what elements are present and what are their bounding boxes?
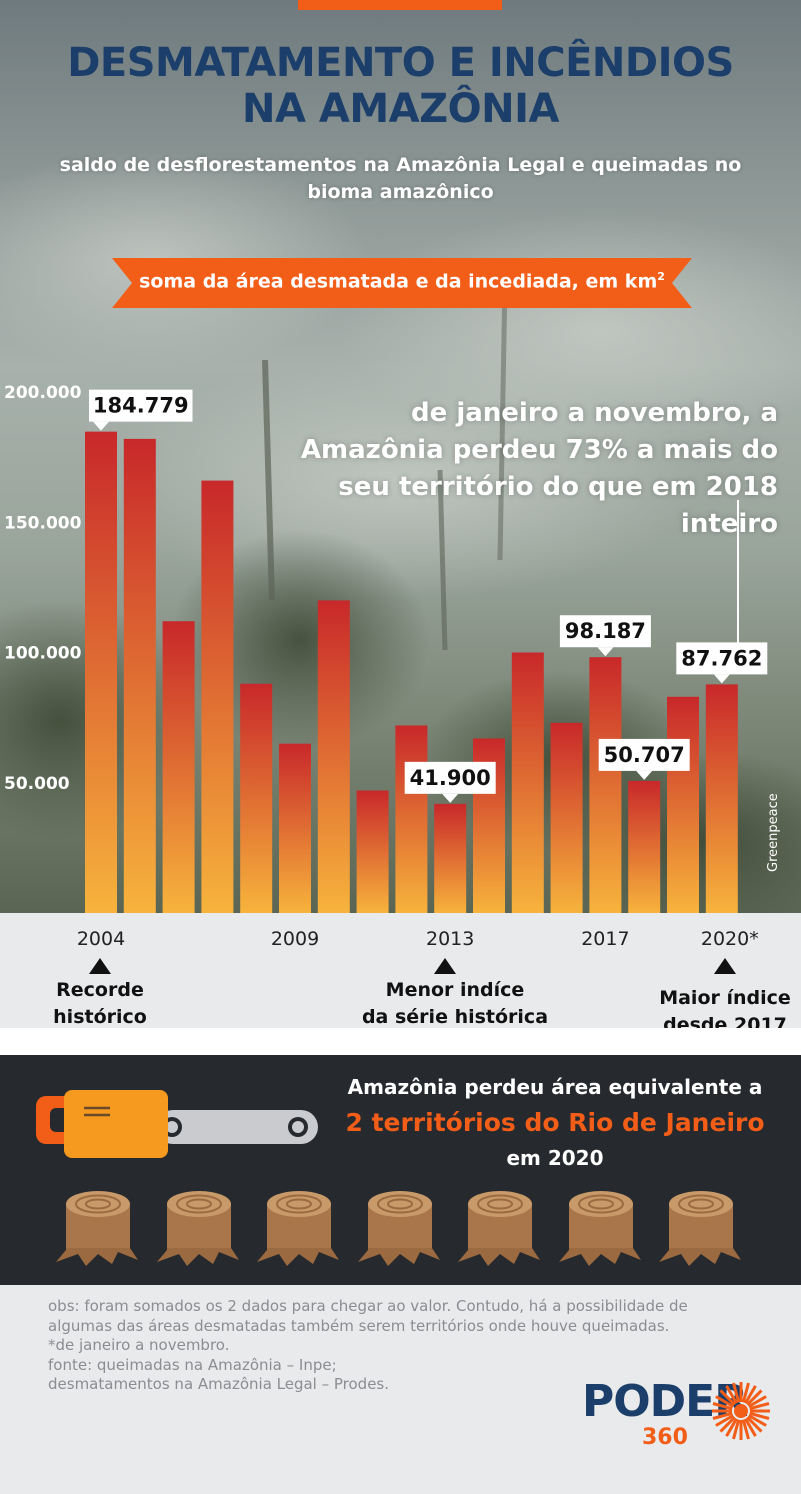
y-tick-label: 150.000 [4,513,82,533]
data-label-2013: 41.900 [404,761,496,803]
source-inpe: fonte: queimadas na Amazônia – Inpe; [48,1355,337,1374]
annotation-leader-line [737,500,739,650]
data-label-text: 50.707 [604,743,685,767]
marker-2004-icon [89,958,111,974]
bar-2006 [162,621,195,913]
tree-stump-icon [156,1191,239,1266]
data-label-text: 184.779 [93,394,189,418]
chainsaw-icon [36,1090,318,1158]
logo-number: 360 [642,1425,688,1450]
note-2013-line1: Menor indíce [385,979,525,1001]
data-label-2018: 50.707 [598,738,690,780]
x-tick-label: 2004 [76,928,126,950]
data-label-text: 98.187 [565,619,646,643]
footer [0,1285,801,1494]
data-label-box [676,642,768,675]
bar-2017 [589,657,622,913]
unit-ribbon: soma da área desmatada e da incediada, e… [112,258,692,308]
footer-notes: obs: foram somados os 2 dados para chega… [48,1297,748,1395]
tree-stump-icon [257,1191,339,1266]
bar-2008 [240,683,273,913]
x-tick-label: 2009 [270,928,320,950]
bars [85,431,738,913]
data-label-box [404,761,496,794]
note-2020-line1: Maior índice [659,987,791,1009]
y-tick-label: 50.000 [4,774,70,794]
bar-2018 [628,780,661,913]
data-labels: 184.779 41.900 98.187 50.707 87.762 [89,389,768,803]
data-label-pointer [713,674,730,684]
data-label-pointer [597,647,614,657]
bar-2013 [434,803,467,913]
ribbon-shape [112,258,692,308]
tree-stump-icon [357,1191,440,1266]
note-2004-line1: Recorde [56,979,144,1001]
tree-stump-icon [659,1191,741,1266]
bar-chart: 50.000 100.000 150.000 200.000 184.779 41.90… [4,383,768,913]
asterisk-note: *de janeiro a novembro. [48,1336,230,1354]
page-subtitle: saldo de desflorestamentos na Amazônia L… [59,154,742,203]
chart-annotation: de janeiro a novembro, a Amazônia perdeu… [300,398,778,539]
data-label-2020*: 87.762 [676,642,768,684]
unit-label: soma da área desmatada e da incediada, e… [139,270,658,293]
bar-2009 [279,743,311,913]
marker-2020-icon [714,958,736,974]
poder360-logo: PODER 360 [582,1376,772,1466]
comparison-line3: em 2020 [506,1146,604,1170]
bar-2016 [550,722,583,913]
comparison-highlight: 2 territórios do Rio de Janeiro [345,1108,765,1137]
x-axis-band [0,913,801,1028]
photo-credit: Greenpeace [766,793,781,872]
y-tick-label: 200.000 [4,383,82,403]
y-tick-label: 100.000 [4,644,82,664]
data-label-text: 87.762 [681,646,762,670]
tree-stump-icon [558,1191,641,1266]
bar-2004 [85,431,117,913]
tree-stump-icon [458,1191,540,1266]
y-axis-ticks: 50.000 100.000 150.000 200.000 [4,383,82,794]
note-2013-line2: da série histórica [361,1006,549,1028]
bar-2020* [705,684,738,913]
data-label-pointer [636,770,653,780]
logo-word: PODER [582,1376,748,1427]
data-label-pointer [442,793,459,803]
obs-note: obs: foram somados os 2 dados para chega… [48,1297,688,1335]
note-2004: Recorde histórico [30,977,170,1031]
data-label-2017: 98.187 [559,615,651,657]
data-label-text: 41.900 [410,766,491,790]
sunburst-icon [712,1382,770,1440]
bar-2011 [356,790,389,913]
bar-2015 [511,652,544,913]
section-gap [0,1028,801,1055]
unit-superscript: 2 [657,270,665,283]
note-2013: Menor indíce da série histórica [355,977,555,1031]
data-label-box [598,738,690,771]
bar-2012 [395,725,428,913]
bar-2019 [667,696,699,913]
x-tick-label: 2017 [581,928,630,950]
tree-stump-icon [56,1191,138,1266]
x-tick-label: 2020* [700,928,759,950]
source-prodes: desmatamentos na Amazônia Legal – Prodes… [48,1375,390,1393]
marker-2013-icon [434,958,456,974]
data-label-box [559,615,651,648]
note-2004-line2: histórico [53,1006,147,1028]
page-title: DESMATAMENTO E INCÊNDIOS NA AMAZÔNIA [67,40,734,132]
bar-2010 [317,600,350,913]
comparison-line1: Amazônia perdeu área equivalente a [347,1075,763,1099]
x-tick-label: 2013 [426,928,475,950]
top-accent-bar [298,0,502,10]
data-label-2004: 184.779 [89,389,193,431]
data-label-box [89,389,193,422]
bar-2005 [123,438,156,913]
bar-2007 [201,480,234,913]
data-label-pointer [93,421,109,431]
